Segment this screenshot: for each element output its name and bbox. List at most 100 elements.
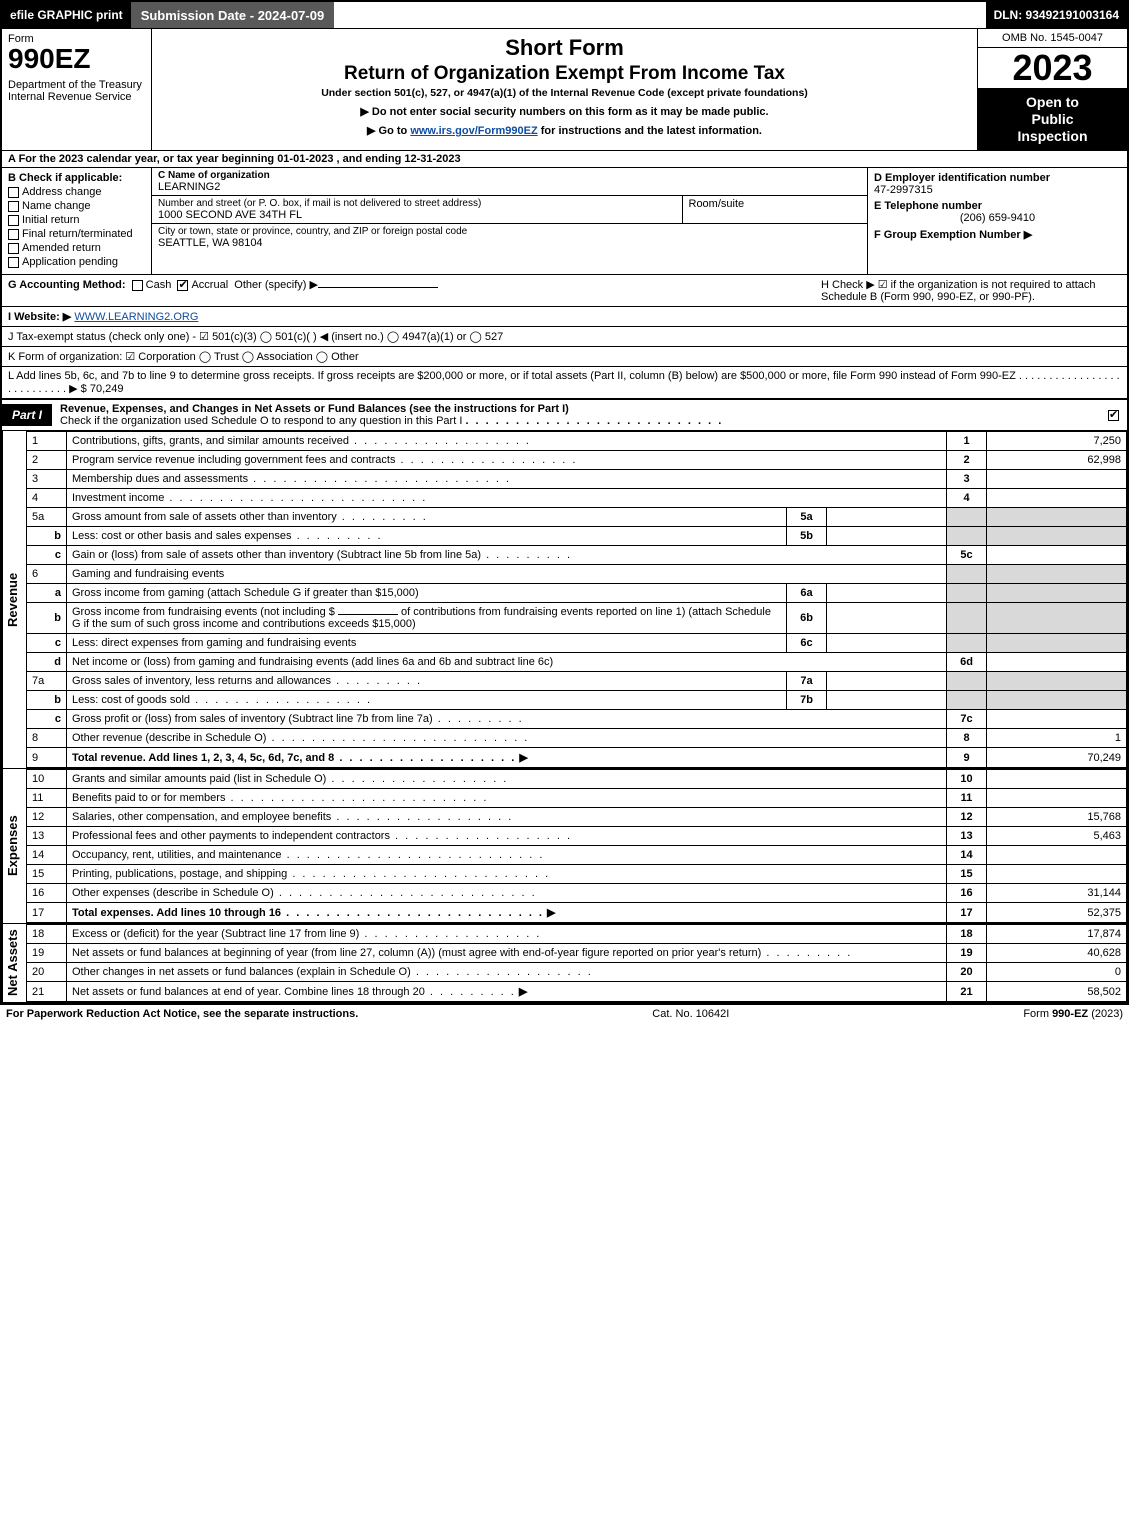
line-6-row: 6 Gaming and fundraising events	[27, 565, 1127, 584]
b-final: Final return/terminated	[22, 228, 133, 240]
l7a-num: 7a	[27, 672, 67, 691]
l20-amount: 0	[987, 963, 1127, 982]
revenue-block: Revenue 1 Contributions, gifts, grants, …	[2, 431, 1127, 769]
l3-num: 3	[27, 470, 67, 489]
line-3-row: 3 Membership dues and assessments 3	[27, 470, 1127, 489]
line-12-row: 12 Salaries, other compensation, and emp…	[27, 808, 1127, 827]
l11-num: 11	[27, 789, 67, 808]
checkbox-initial-return[interactable]	[8, 215, 19, 226]
l12-label: Salaries, other compensation, and employ…	[72, 811, 513, 823]
g-label: G Accounting Method:	[8, 279, 126, 291]
b-label: B Check if applicable:	[8, 172, 122, 184]
col-c: C Name of organization LEARNING2 Number …	[152, 168, 867, 274]
form-frame: Form 990EZ Department of the Treasury In…	[0, 28, 1129, 1004]
l12-lineno: 12	[947, 808, 987, 827]
l14-num: 14	[27, 846, 67, 865]
checkbox-application-pending[interactable]	[8, 257, 19, 268]
line-4-row: 4 Investment income 4	[27, 489, 1127, 508]
l5b-shaded1	[947, 527, 987, 546]
dept-treasury: Department of the Treasury	[8, 79, 145, 91]
l6a-shaded2	[987, 584, 1127, 603]
l2-label: Program service revenue including govern…	[72, 454, 577, 466]
footer-right-post: (2023)	[1088, 1008, 1123, 1020]
c-name-value: LEARNING2	[158, 181, 861, 193]
short-form-title: Short Form	[158, 35, 971, 61]
netassets-sidebar: Net Assets	[2, 924, 26, 1002]
irs-link[interactable]: www.irs.gov/Form990EZ	[410, 125, 537, 137]
l13-lineno: 13	[947, 827, 987, 846]
checkbox-name-change[interactable]	[8, 201, 19, 212]
checkbox-address-change[interactable]	[8, 187, 19, 198]
row-g-h: G Accounting Method: Cash Accrual Other …	[2, 275, 1127, 307]
l5b-num: b	[27, 527, 67, 546]
l13-label: Professional fees and other payments to …	[72, 830, 572, 842]
line-20-row: 20 Other changes in net assets or fund b…	[27, 963, 1127, 982]
checkbox-cash[interactable]	[132, 280, 143, 291]
l18-label: Excess or (deficit) for the year (Subtra…	[72, 928, 541, 940]
l17-num: 17	[27, 903, 67, 923]
l10-num: 10	[27, 770, 67, 789]
top-bar: efile GRAPHIC print Submission Date - 20…	[0, 0, 1129, 28]
l5a-subval	[827, 508, 947, 527]
footer-left: For Paperwork Reduction Act Notice, see …	[6, 1008, 358, 1020]
l15-label: Printing, publications, postage, and shi…	[72, 868, 550, 880]
website-link[interactable]: WWW.LEARNING2.ORG	[74, 311, 198, 323]
b-amended: Amended return	[22, 242, 101, 254]
l5a-shaded1	[947, 508, 987, 527]
l6c-shaded1	[947, 634, 987, 653]
l6c-subval	[827, 634, 947, 653]
checkbox-final-return[interactable]	[8, 229, 19, 240]
l4-label: Investment income	[72, 492, 427, 504]
c-name-label: C Name of organization	[158, 170, 861, 181]
l6b-shaded1	[947, 603, 987, 634]
l6c-shaded2	[987, 634, 1127, 653]
d-ein-value: 47-2997315	[874, 184, 1121, 196]
l6-shaded2	[987, 565, 1127, 584]
l6b-num: b	[27, 603, 67, 634]
l3-amount	[987, 470, 1127, 489]
row-k: K Form of organization: ☑ Corporation ◯ …	[2, 347, 1127, 367]
l6d-num: d	[27, 653, 67, 672]
l4-num: 4	[27, 489, 67, 508]
l16-lineno: 16	[947, 884, 987, 903]
l6a-subval	[827, 584, 947, 603]
l17-lineno: 17	[947, 903, 987, 923]
row-j: J Tax-exempt status (check only one) - ☑…	[2, 327, 1127, 347]
l5c-label: Gain or (loss) from sale of assets other…	[72, 549, 572, 561]
l17-label: Total expenses. Add lines 10 through 16	[72, 907, 544, 919]
checkbox-amended-return[interactable]	[8, 243, 19, 254]
e-phone-value: (206) 659-9410	[874, 212, 1121, 224]
omb-number: OMB No. 1545-0047	[978, 29, 1127, 48]
g-cash: Cash	[146, 279, 172, 291]
row-a-text: A For the 2023 calendar year, or tax yea…	[8, 153, 461, 165]
footer: For Paperwork Reduction Act Notice, see …	[0, 1004, 1129, 1023]
checkbox-part-i-sched-o[interactable]	[1108, 410, 1119, 421]
row-i: I Website: ▶ WWW.LEARNING2.ORG	[2, 307, 1127, 327]
l3-label: Membership dues and assessments	[72, 473, 511, 485]
checkbox-accrual[interactable]	[177, 280, 188, 291]
l13-amount: 5,463	[987, 827, 1127, 846]
l16-num: 16	[27, 884, 67, 903]
open-to: Open to	[982, 94, 1123, 111]
l9-num: 9	[27, 748, 67, 768]
line-7a-row: 7a Gross sales of inventory, less return…	[27, 672, 1127, 691]
l5a-num: 5a	[27, 508, 67, 527]
l7c-label: Gross profit or (loss) from sales of inv…	[72, 713, 524, 725]
part-i-title: Revenue, Expenses, and Changes in Net As…	[52, 400, 1103, 430]
line-7c-row: c Gross profit or (loss) from sales of i…	[27, 710, 1127, 729]
b-name: Name change	[22, 200, 91, 212]
ssn-note: ▶ Do not enter social security numbers o…	[158, 105, 971, 118]
l18-num: 18	[27, 925, 67, 944]
street-label: Number and street (or P. O. box, if mail…	[158, 198, 676, 209]
row-g: G Accounting Method: Cash Accrual Other …	[8, 278, 821, 303]
line-5a-row: 5a Gross amount from sale of assets othe…	[27, 508, 1127, 527]
l6b-blank	[338, 614, 398, 615]
l4-lineno: 4	[947, 489, 987, 508]
l15-num: 15	[27, 865, 67, 884]
l21-label: Net assets or fund balances at end of ye…	[72, 986, 516, 998]
footer-right-pre: Form	[1023, 1008, 1052, 1020]
l2-lineno: 2	[947, 451, 987, 470]
l10-label: Grants and similar amounts paid (list in…	[72, 773, 508, 785]
l9-amount: 70,249	[987, 748, 1127, 768]
line-2-row: 2 Program service revenue including gove…	[27, 451, 1127, 470]
